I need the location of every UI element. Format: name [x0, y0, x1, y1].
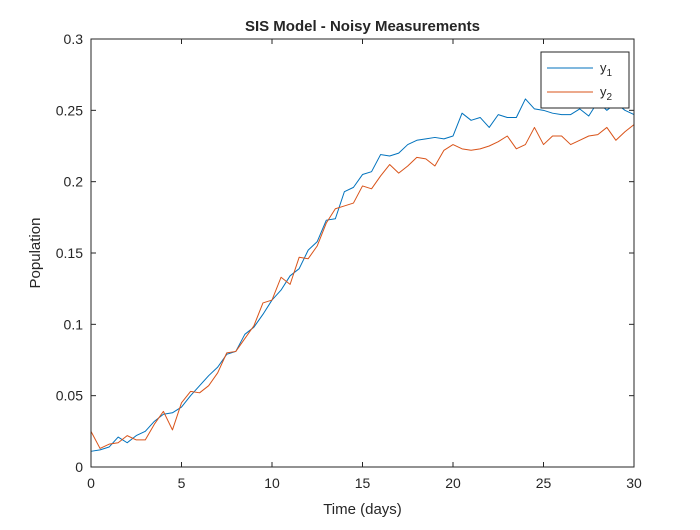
y-tick-label: 0.3 [64, 31, 84, 47]
x-tick-label: 5 [178, 475, 186, 491]
x-tick-label: 0 [87, 475, 95, 491]
x-axis-ticks: 0 5 10 15 20 25 30 [87, 39, 642, 491]
x-tick-label: 15 [355, 475, 371, 491]
y-tick-label: 0.25 [56, 102, 83, 118]
x-axis-label: Time (days) [323, 501, 402, 518]
x-tick-label: 20 [445, 475, 461, 491]
legend-label-y2-name: y [600, 84, 607, 99]
x-tick-label: 30 [626, 475, 642, 491]
legend-label-y2-subscript: 2 [607, 92, 613, 103]
y-tick-label: 0 [75, 459, 83, 475]
legend-label-y1: y1 [600, 60, 613, 79]
y-axis-label: Population [27, 218, 44, 289]
x-tick-label: 25 [536, 475, 552, 491]
series-line-y2 [90, 124, 635, 449]
series-line-y1 [90, 98, 635, 452]
legend-label-y1-subscript: 1 [607, 68, 613, 79]
chart-title: SIS Model - Noisy Measurements [245, 18, 480, 35]
series-layer [90, 98, 635, 452]
legend[interactable]: y1 y2 [540, 51, 630, 109]
y-tick-label: 0.2 [64, 174, 84, 190]
legend-label-y1-name: y [600, 60, 607, 75]
y-tick-label: 0.15 [56, 245, 83, 261]
x-tick-label: 10 [264, 475, 280, 491]
legend-box [540, 51, 630, 109]
y-tick-label: 0.05 [56, 388, 83, 404]
y-axis-ticks: 0 0.05 0.1 0.15 0.2 0.25 0.3 [56, 31, 634, 475]
y-tick-label: 0.1 [64, 316, 84, 332]
legend-label-y2: y2 [600, 84, 613, 103]
